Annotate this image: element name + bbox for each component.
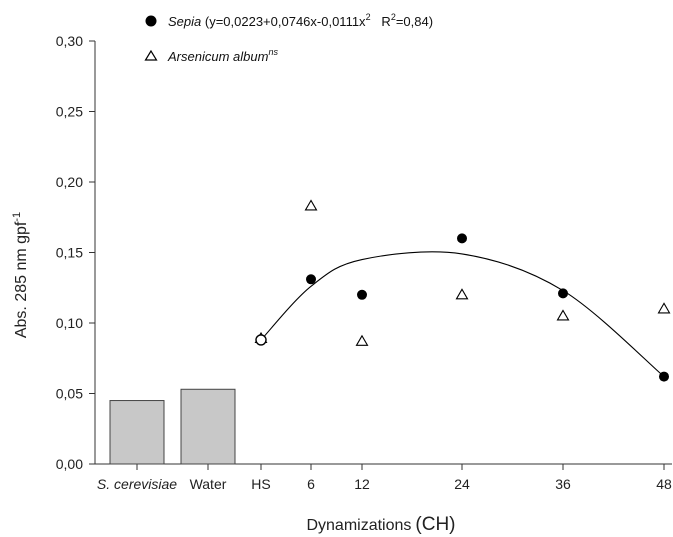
legend-sepia-r2-prefix: R — [371, 14, 391, 29]
x-tick-label: Water — [190, 476, 227, 492]
sepia-point — [255, 334, 267, 346]
sepia-point — [457, 233, 467, 244]
y-tick-label: 0,30 — [56, 33, 83, 49]
arsenicum-point — [657, 302, 671, 314]
legend-sepia-r2-value: =0,84) — [396, 14, 433, 29]
sepia-point — [558, 288, 568, 299]
axes: 0,00 0,05 0,10 0,15 0,20 0,25 0,30 S. cerevisia… — [56, 33, 672, 492]
y-axis-title-main: Abs. 285 nm gpf — [13, 221, 30, 338]
legend-marker-sepia — [145, 15, 157, 27]
bars — [109, 388, 236, 465]
sepia-point — [306, 274, 316, 285]
fit-curve — [260, 251, 665, 377]
legend-marker-arsenicum — [144, 49, 158, 61]
x-axis-title: Dynamizations (CH) — [306, 514, 455, 535]
y-tick-label: 0,25 — [56, 104, 83, 120]
legend-sepia-name: Sepia — [168, 14, 201, 29]
x-tick-label: S. cerevisiae — [97, 476, 177, 492]
legend-sepia-equation: (y=0,0223+0,0746x-0,0111x — [201, 14, 366, 29]
legend-arsenicum-sup: ns — [268, 47, 278, 57]
y-tick-label: 0,00 — [56, 456, 83, 472]
arsenicum-point — [355, 334, 369, 346]
sepia-point — [659, 371, 669, 382]
data-points — [254, 199, 671, 382]
legend-label-arsenicum: Arsenicum albumns — [167, 47, 278, 64]
legend-arsenicum-name: Arsenicum album — [167, 49, 269, 64]
y-tick-label: 0,10 — [56, 315, 83, 331]
bar — [109, 400, 165, 465]
legend: Sepia (y=0,0223+0,0746x-0,0111x2 R2=0,84… — [144, 12, 433, 64]
arsenicum-point — [455, 288, 469, 300]
x-axis-title-main: Dynamizations — [306, 517, 411, 534]
bar — [180, 388, 236, 465]
legend-sepia-r2-sup: 2 — [391, 12, 396, 22]
x-tick-label: 12 — [354, 476, 370, 492]
arsenicum-point — [556, 309, 570, 321]
sepia-point — [357, 289, 367, 300]
x-tick-label: 6 — [307, 476, 315, 492]
legend-sepia-equation-sup: 2 — [366, 12, 371, 22]
y-axis-title-sup: -1 — [11, 212, 23, 222]
y-axis-title: Abs. 285 nm gpf-1 — [11, 212, 30, 338]
arsenicum-point — [304, 199, 318, 211]
x-tick-label: 36 — [555, 476, 571, 492]
x-tick-label: 24 — [454, 476, 470, 492]
y-tick-label: 0,15 — [56, 245, 83, 261]
legend-label-sepia: Sepia (y=0,0223+0,0746x-0,0111x2 R2=0,84… — [168, 12, 433, 29]
x-tick-label: 48 — [656, 476, 672, 492]
y-tick-label: 0,05 — [56, 386, 83, 402]
x-tick-label: HS — [251, 476, 270, 492]
fit-curve-group — [260, 251, 665, 377]
x-axis-title-unit: (CH) — [415, 514, 455, 535]
y-tick-label: 0,20 — [56, 174, 83, 190]
